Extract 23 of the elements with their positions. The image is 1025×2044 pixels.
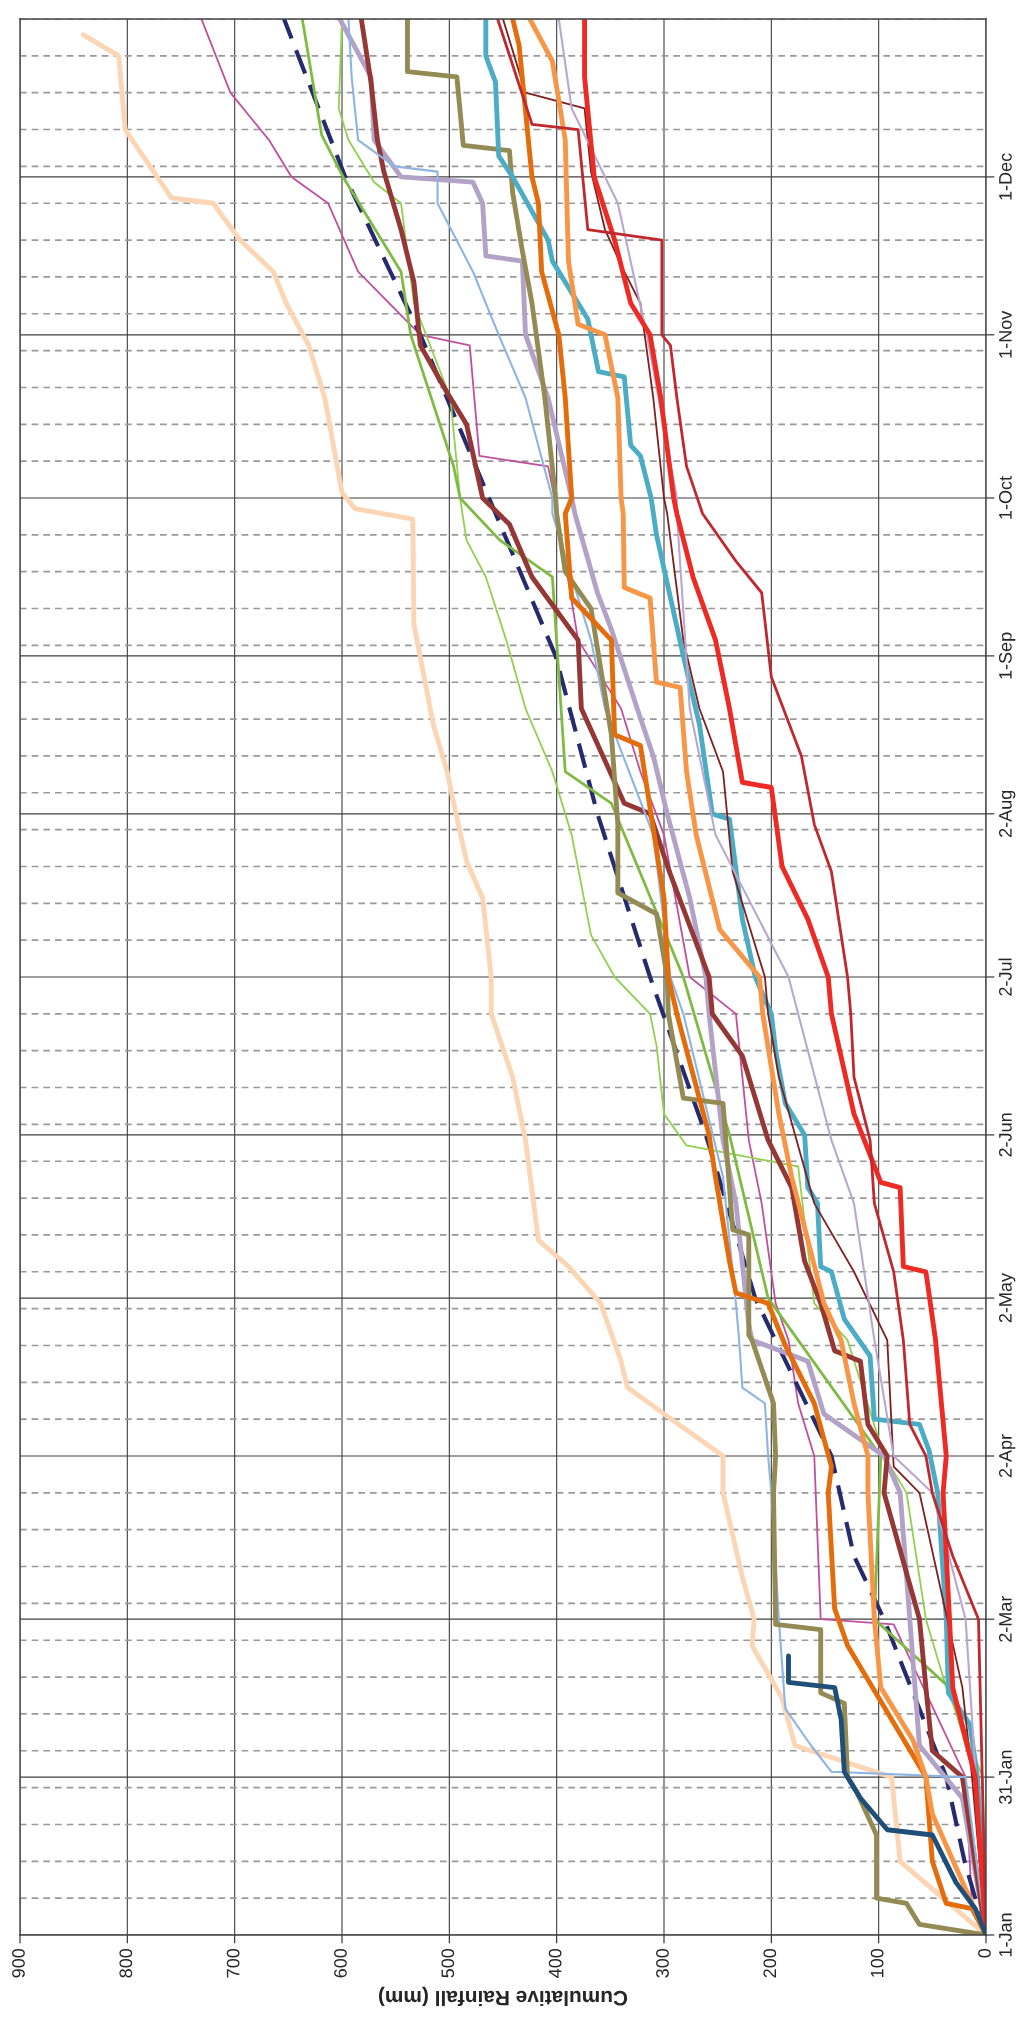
y-tick-label: 31-Jan bbox=[998, 1750, 1012, 1804]
x-tick-label: 800 bbox=[119, 1948, 133, 1978]
y-tick-label: 2-May bbox=[998, 1273, 1016, 1323]
x-tick-label: 700 bbox=[226, 1948, 240, 1978]
y-tick-label: 1-Oct bbox=[998, 476, 1012, 519]
x-axis-title: Cumulative Rainfall (mm) bbox=[379, 1986, 628, 2007]
x-tick-label: 600 bbox=[334, 1948, 347, 1978]
y-tick-label: 1-Nov bbox=[999, 310, 1012, 358]
y-tick-label: 1-Sep bbox=[998, 632, 1016, 679]
x-tick-label: 900 bbox=[12, 1948, 25, 1978]
x-tick-label: 500 bbox=[441, 1948, 455, 1978]
y-tick-label: 1-Dec bbox=[999, 153, 1012, 200]
x-tick-label: 100 bbox=[870, 1948, 884, 1977]
x-tick-label: 300 bbox=[656, 1948, 669, 1978]
y-tick-label: 1-Jan bbox=[999, 1913, 1012, 1957]
y-tick-label: 2-Apr bbox=[998, 1434, 1016, 1478]
y-tick-label: 2-Aug bbox=[998, 790, 1016, 837]
x-tick-label: 200 bbox=[763, 1948, 777, 1978]
x-tick-label: 400 bbox=[548, 1948, 562, 1978]
y-tick-label: 2-Jun bbox=[998, 1113, 1012, 1157]
y-tick-label: 2-Mar bbox=[998, 1595, 1012, 1642]
y-tick-label: 2-Jul bbox=[998, 958, 1012, 996]
x-tick-label: 0 bbox=[978, 1948, 991, 1958]
